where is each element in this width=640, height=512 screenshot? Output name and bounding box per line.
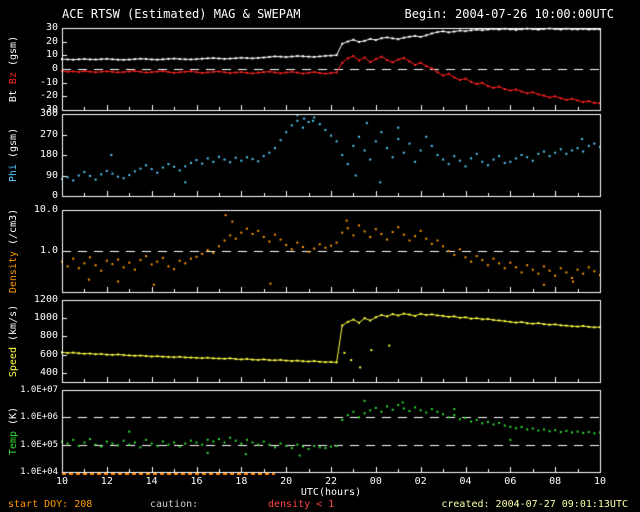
x-tick-label: 22 — [324, 476, 338, 487]
axis-label-part: Temp — [8, 424, 19, 456]
axis-label-part: Phi — [8, 158, 19, 183]
start-doy-label: start DOY: 208 — [8, 499, 93, 510]
x-tick-label: 10 — [593, 476, 607, 487]
y-tick-label: 1.0E+07 — [20, 385, 58, 395]
y-tick-label: 90 — [45, 169, 58, 181]
x-tick-label: 04 — [459, 476, 472, 487]
y-tick-label: 360 — [39, 108, 58, 119]
y-tick-label: 10 — [45, 49, 58, 61]
y-tick-label: 1.0E+04 — [20, 467, 58, 477]
axis-label-part: Bt — [8, 84, 19, 103]
y-tick-label: 0 — [51, 190, 58, 201]
axis-label-part: (K) — [8, 406, 19, 425]
x-tick-label: 06 — [504, 476, 517, 487]
y-tick-label: -30 — [39, 104, 58, 115]
y-tick-label: 270 — [39, 128, 58, 140]
axis-label-part: Speed — [8, 341, 19, 378]
axis-label-part: Density — [8, 244, 19, 294]
y-tick-label: 400 — [39, 366, 58, 378]
x-tick-label: 20 — [280, 476, 293, 487]
y-tick-label: 30 — [45, 22, 58, 33]
caution-value: density < 1 — [268, 499, 335, 510]
y-axis-label: Speed (km/s) — [7, 293, 21, 389]
y-tick-label: 10.0 — [33, 204, 58, 215]
y-axis-label: Bt Bz (gsm) — [7, 21, 21, 117]
y-tick-label: 1.0E+05 — [20, 439, 58, 450]
x-tick-label: 16 — [190, 476, 203, 487]
y-tick-label: 800 — [39, 330, 58, 342]
y-tick-label: 20 — [45, 35, 58, 47]
axis-label-part: (gsm) — [8, 35, 19, 66]
x-axis-title: UTC(hours) — [300, 487, 362, 498]
x-tick-label: 10 — [55, 476, 69, 487]
y-axis-label: Phi (gsm) — [7, 107, 21, 203]
x-tick-label: 08 — [549, 476, 562, 487]
y-tick-label: 600 — [39, 348, 58, 360]
created-timestamp: created: 2004-07-27 09:01:13UTC — [441, 499, 628, 510]
y-tick-label: 180 — [39, 149, 58, 160]
y-tick-label: -10 — [39, 76, 58, 88]
y-tick-label: -20 — [39, 90, 58, 102]
x-tick-label: 14 — [145, 476, 158, 487]
y-tick-label: 1200 — [33, 294, 58, 305]
axis-label-part: (gsm) — [8, 127, 19, 159]
y-axis-label: Temp (K) — [7, 383, 21, 479]
x-tick-label: 00 — [369, 476, 382, 487]
axis-label-part: Bz — [8, 66, 19, 85]
x-tick-label: 02 — [414, 476, 427, 487]
caution-label: caution: — [150, 499, 199, 510]
y-axis-label: Density (/cm3) — [7, 203, 21, 299]
x-tick-label: 18 — [235, 476, 248, 487]
y-tick-label: 1000 — [33, 312, 58, 324]
y-tick-label: 0 — [51, 63, 58, 74]
y-tick-label: 1.0E+06 — [20, 412, 58, 423]
y-tick-label: 1.0 — [39, 245, 58, 256]
axis-label-part: (/cm3) — [8, 208, 19, 245]
x-tick-label: 12 — [100, 476, 113, 487]
page-title: ACE RTSW (Estimated) MAG & SWEPAM — [62, 7, 301, 21]
axis-label-part: (km/s) — [8, 304, 19, 341]
begin-timestamp: Begin: 2004-07-26 10:00:00UTC — [404, 7, 614, 21]
